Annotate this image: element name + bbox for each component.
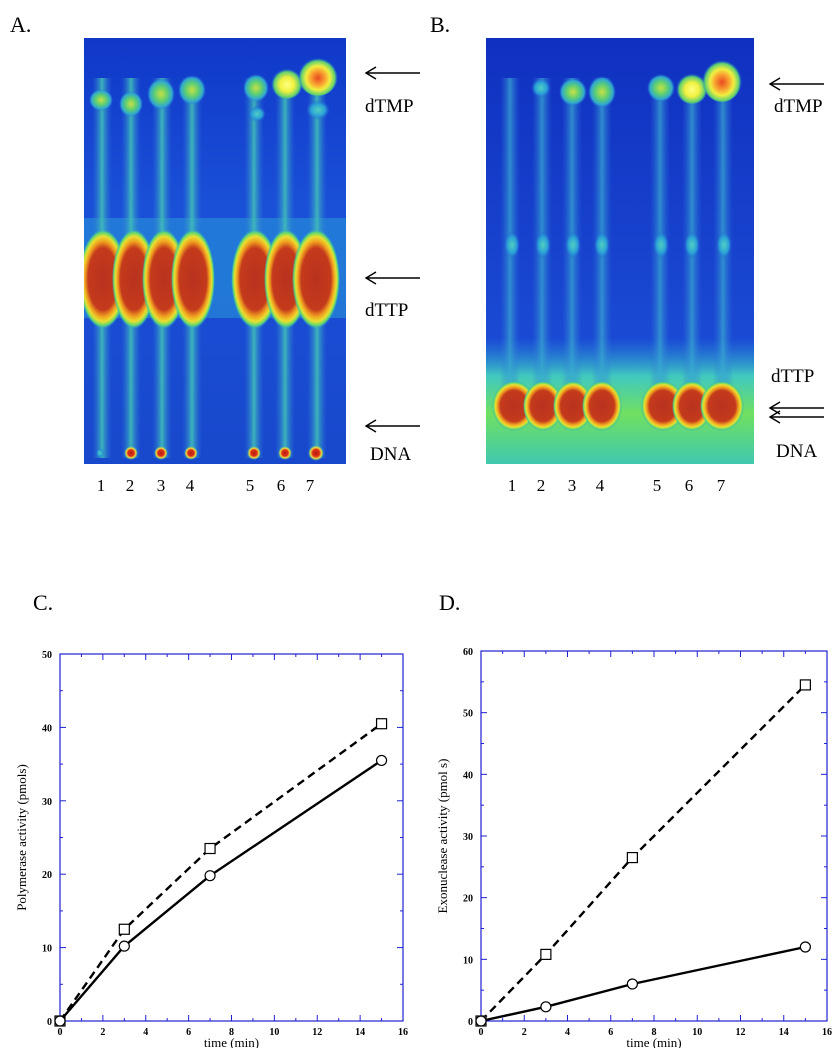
x-tick-label: 8 xyxy=(229,1027,234,1038)
y-tick-label: 0 xyxy=(47,1017,52,1028)
panel-a-letter: A. xyxy=(10,12,32,37)
data-point-circle xyxy=(626,978,638,990)
x-tick-label: 6 xyxy=(186,1027,191,1038)
lane-number: 7 xyxy=(716,476,726,495)
y-tick-label: 60 xyxy=(463,647,473,658)
lane-number: 2 xyxy=(125,476,135,495)
data-point-circle xyxy=(204,870,216,882)
data-point-square xyxy=(799,679,811,691)
lane-number: 5 xyxy=(245,476,255,495)
lane-number: 7 xyxy=(305,476,315,495)
plot-frame xyxy=(59,653,404,1022)
arrow-left-icon xyxy=(768,401,824,415)
lane-number: 4 xyxy=(595,476,605,495)
x-tick-label: 6 xyxy=(608,1027,613,1038)
x-tick-label: 4 xyxy=(565,1027,570,1038)
panel-d-letter: D. xyxy=(439,590,461,615)
lane-number: 3 xyxy=(156,476,166,495)
y-tick-label: 50 xyxy=(42,650,52,661)
x-tick-label: 12 xyxy=(312,1027,322,1038)
y-tick-label: 20 xyxy=(42,870,52,881)
data-point-square xyxy=(118,923,130,935)
data-point-circle xyxy=(375,754,388,767)
y-tick-label: 50 xyxy=(463,709,473,720)
y-tick-label: 40 xyxy=(463,770,473,781)
arrow-left-icon xyxy=(364,66,420,80)
y-tick-label: 10 xyxy=(463,955,473,966)
gel-image-b xyxy=(486,38,754,464)
x-tick-label: 8 xyxy=(652,1027,657,1038)
data-point-square xyxy=(204,842,216,855)
x-tick-label: 4 xyxy=(143,1027,148,1038)
x-axis-label: time (min) xyxy=(626,1035,681,1048)
x-tick-label: 10 xyxy=(692,1027,702,1038)
arrow-left-icon xyxy=(364,419,420,433)
y-tick-label: 30 xyxy=(42,797,52,808)
data-point-circle xyxy=(540,1001,552,1013)
y-tick-label: 40 xyxy=(42,723,52,734)
data-point-square xyxy=(375,718,388,730)
series-line-circles xyxy=(480,945,806,1023)
x-tick-label: 2 xyxy=(100,1027,105,1038)
y-tick-label: 20 xyxy=(463,894,473,905)
panel-c-letter: C. xyxy=(33,590,54,615)
gel-a-label-dtmp: dTMP xyxy=(365,96,414,117)
lane-number: 5 xyxy=(652,476,662,495)
y-tick-label: 10 xyxy=(42,944,52,955)
chart-c-polymerase-activity: 0 2 4 6 8 10 12 14 16 0 10 20 30 40 50 time (min) Polyme… xyxy=(14,650,408,1048)
x-tick-label: 10 xyxy=(269,1027,279,1038)
lane-number: 4 xyxy=(185,476,195,495)
x-tick-label: 16 xyxy=(822,1027,832,1038)
gel-a-label-dna: DNA xyxy=(370,444,412,465)
lane-number: 6 xyxy=(684,476,694,495)
x-tick-label: 2 xyxy=(522,1027,527,1038)
y-axis-label: Polymerase activity (pmols) xyxy=(14,764,29,911)
panel-b-letter: B. xyxy=(430,12,451,37)
lane-number: 3 xyxy=(567,476,577,495)
x-tick-label: 14 xyxy=(355,1027,365,1038)
data-point-circle xyxy=(118,940,130,952)
y-axis-label: Exonuclease activity (pmol s) xyxy=(435,759,450,914)
gel-b-label-dna: DNA xyxy=(776,441,818,462)
series-line-squares xyxy=(59,722,383,1022)
y-tick-label: 0 xyxy=(468,1017,473,1028)
y-tick-label: 30 xyxy=(463,832,473,843)
lane-number: 1 xyxy=(96,476,106,495)
series-line-circles xyxy=(59,759,383,1022)
gel-image-a xyxy=(84,38,346,464)
x-tick-label: 0 xyxy=(58,1027,63,1038)
lane-number: 6 xyxy=(276,476,286,495)
lane-number: 2 xyxy=(536,476,546,495)
x-tick-label: 14 xyxy=(779,1027,789,1038)
gel-b-label-dtmp: dTMP xyxy=(774,96,823,117)
series-line-squares xyxy=(480,684,807,1022)
x-tick-label: 16 xyxy=(398,1027,408,1038)
arrow-left-icon xyxy=(364,271,420,285)
data-point-circle xyxy=(475,1015,487,1027)
data-point-circle xyxy=(54,1015,66,1027)
x-tick-label: 0 xyxy=(479,1027,484,1038)
gel-b-label-dttp: dTTP xyxy=(771,366,815,387)
arrow-left-icon xyxy=(768,77,824,91)
lane-number: 1 xyxy=(507,476,517,495)
gel-a-label-dttp: dTTP xyxy=(365,300,409,321)
arrow-left-icon xyxy=(768,410,824,424)
data-point-square xyxy=(626,851,638,864)
chart-d-exonuclease-activity: 0 2 4 6 8 10 12 14 16 0 10 20 30 40 50 60 time (min) Exon… xyxy=(435,647,832,1048)
data-point-circle xyxy=(799,941,811,953)
x-axis-label: time (min) xyxy=(204,1035,259,1048)
data-point-square xyxy=(540,948,552,960)
x-tick-label: 12 xyxy=(736,1027,746,1038)
